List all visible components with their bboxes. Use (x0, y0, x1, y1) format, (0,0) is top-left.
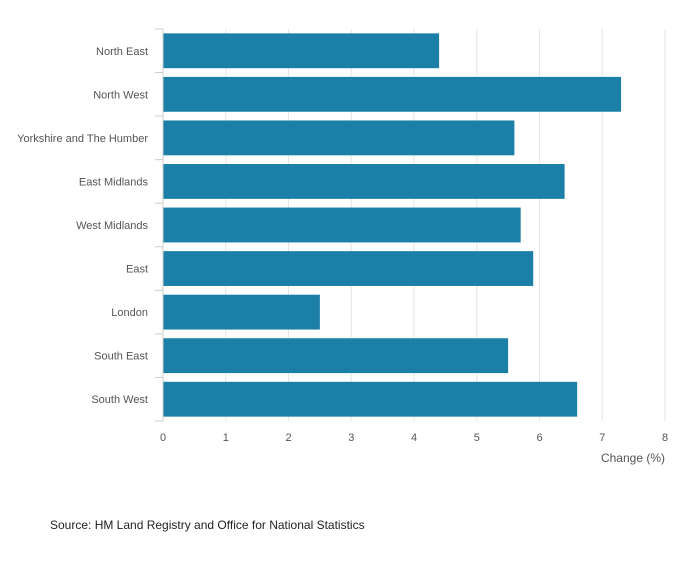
category-label: North East (96, 46, 148, 58)
bar (163, 381, 578, 417)
category-label: West Midlands (76, 220, 148, 232)
bar (163, 294, 320, 330)
x-tick-label: 6 (536, 432, 542, 444)
category-labels: North East North West Yorkshire and The Hu… (17, 46, 148, 406)
x-tick-label: 4 (411, 432, 417, 444)
category-label: South East (94, 351, 148, 363)
bar (163, 33, 440, 69)
x-axis-title: Change (%) (601, 451, 665, 465)
chart-svg: North East North West Yorkshire and The Hu… (17, 28, 668, 465)
x-tick-label: 7 (599, 432, 605, 444)
source-note: Source: HM Land Registry and Office for … (50, 518, 365, 532)
x-tick-label: 0 (160, 432, 166, 444)
x-tick-label: 3 (348, 432, 354, 444)
bar (163, 120, 515, 156)
bar (163, 251, 534, 286)
bar (163, 338, 509, 374)
x-tick-label: 5 (474, 432, 480, 444)
category-label: East (126, 264, 148, 276)
bar (163, 164, 565, 199)
x-tick-labels: 0 1 2 3 4 5 6 7 8 (160, 432, 668, 444)
category-label: Yorkshire and The Humber (17, 133, 148, 145)
axes (155, 28, 164, 422)
bar (163, 76, 622, 112)
category-label: North West (93, 89, 148, 101)
bar (163, 207, 521, 243)
category-label: London (111, 307, 148, 319)
x-tick-label: 2 (285, 432, 291, 444)
x-tick-label: 8 (662, 432, 668, 444)
category-label: East Midlands (79, 176, 149, 188)
x-tick-label: 1 (223, 432, 229, 444)
bar-chart: North East North West Yorkshire and The Hu… (17, 28, 668, 465)
bars (163, 33, 622, 417)
category-label: South West (91, 394, 148, 406)
